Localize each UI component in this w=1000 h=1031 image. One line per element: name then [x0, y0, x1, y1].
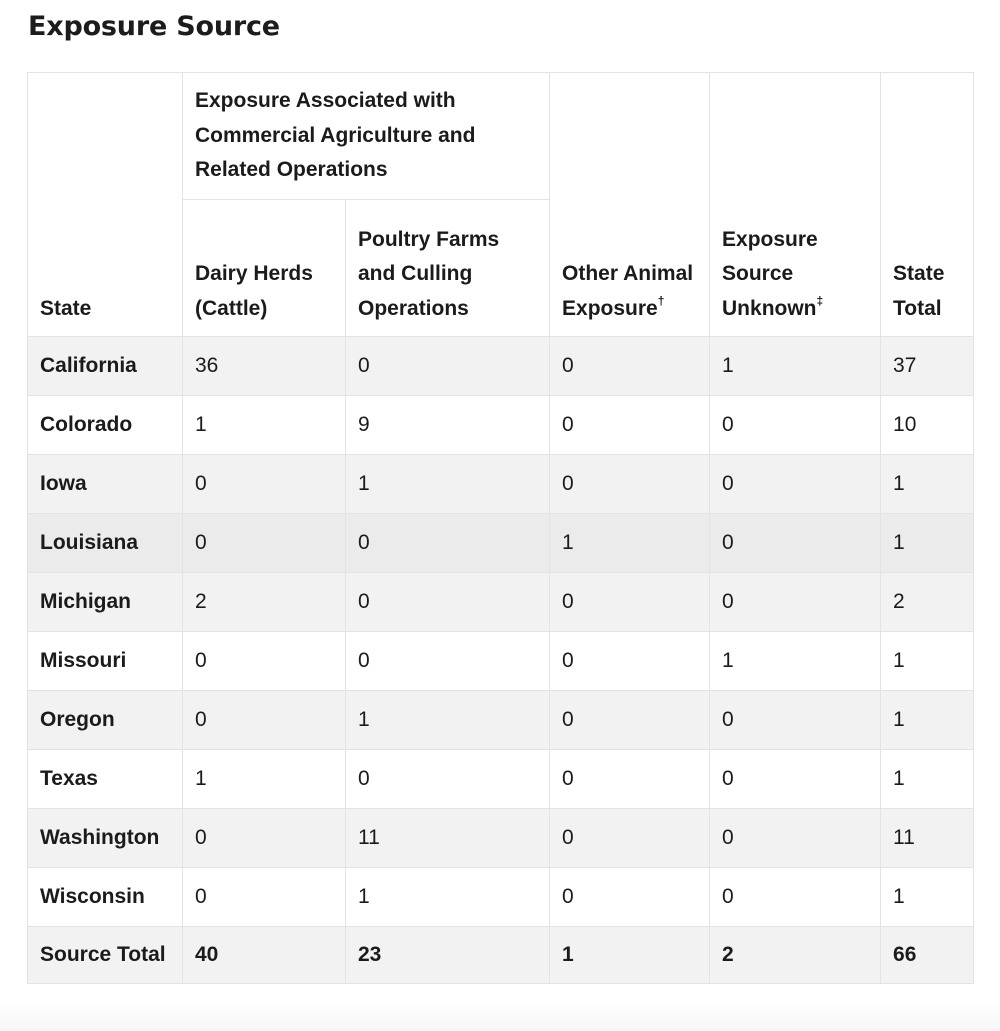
- other-cell: 0: [549, 395, 711, 455]
- header-unknown-label: Exposure Source Unknown: [722, 227, 818, 320]
- state-cell: Colorado: [27, 395, 183, 455]
- dairy-cell: 0: [182, 808, 346, 868]
- poultry-cell: 0: [344, 336, 551, 396]
- poultry-cell: 11: [344, 808, 551, 868]
- source-total-overall: 66: [880, 926, 975, 984]
- footnote-double-dagger-mark: ‡: [816, 293, 824, 308]
- table-footer: Source Total 40 23 1 2 66: [27, 926, 975, 984]
- source-total-row: Source Total 40 23 1 2 66: [27, 926, 975, 984]
- other-cell: 0: [549, 808, 711, 868]
- header-other-label: Other Animal Exposure: [562, 262, 694, 320]
- unknown-cell: 0: [709, 454, 882, 514]
- other-cell: 0: [549, 631, 711, 691]
- table-row: Michigan 2 0 0 0 2: [27, 572, 975, 632]
- total-cell: 1: [880, 513, 975, 573]
- total-cell: 1: [880, 631, 975, 691]
- table-body: California 36 0 0 1 37 Colorado 1 9 0 0 …: [27, 336, 975, 927]
- dairy-cell: 1: [182, 395, 346, 455]
- state-cell: Louisiana: [27, 513, 183, 573]
- state-cell: California: [27, 336, 183, 396]
- dairy-cell: 0: [182, 867, 346, 927]
- unknown-cell: 0: [709, 572, 882, 632]
- other-cell: 1: [549, 513, 711, 573]
- unknown-cell: 0: [709, 690, 882, 750]
- poultry-cell: 1: [344, 690, 551, 750]
- state-cell: Washington: [27, 808, 183, 868]
- other-cell: 0: [549, 749, 711, 809]
- state-cell: Missouri: [27, 631, 183, 691]
- header-group-commercial-agriculture: Exposure Associated with Commercial Agri…: [181, 72, 551, 200]
- table-row: Washington 0 11 0 0 11: [27, 808, 975, 868]
- dairy-cell: 36: [182, 336, 346, 396]
- state-cell: Iowa: [27, 454, 183, 514]
- unknown-cell: 0: [709, 749, 882, 809]
- source-total-dairy: 40: [182, 926, 346, 984]
- poultry-cell: 0: [344, 749, 551, 809]
- poultry-cell: 1: [344, 867, 551, 927]
- state-cell: Texas: [27, 749, 183, 809]
- unknown-cell: 1: [709, 336, 882, 396]
- poultry-cell: 0: [344, 513, 551, 573]
- poultry-cell: 9: [344, 395, 551, 455]
- header-dairy-herds: Dairy Herds (Cattle): [182, 199, 346, 337]
- state-cell: Michigan: [27, 572, 183, 632]
- footnote-dagger-mark: †: [657, 293, 665, 308]
- header-poultry-farms: Poultry Farms and Culling Operations: [344, 199, 551, 337]
- table-header: State Exposure Associated with Commercia…: [27, 72, 975, 337]
- other-cell: 0: [549, 454, 711, 514]
- other-cell: 0: [549, 690, 711, 750]
- unknown-cell: 0: [709, 513, 882, 573]
- dairy-cell: 0: [182, 631, 346, 691]
- total-cell: 37: [880, 336, 975, 396]
- poultry-cell: 1: [344, 454, 551, 514]
- dairy-cell: 0: [182, 690, 346, 750]
- table-row: Wisconsin 0 1 0 0 1: [27, 867, 975, 927]
- source-total-poultry: 23: [344, 926, 551, 984]
- total-cell: 11: [880, 808, 975, 868]
- total-cell: 1: [880, 454, 975, 514]
- table-row: Colorado 1 9 0 0 10: [27, 395, 975, 455]
- unknown-cell: 0: [709, 808, 882, 868]
- total-cell: 2: [880, 572, 975, 632]
- source-total-other: 1: [549, 926, 711, 984]
- source-total-label: Source Total: [27, 926, 183, 984]
- other-cell: 0: [549, 572, 711, 632]
- table-row: Oregon 0 1 0 0 1: [27, 690, 975, 750]
- total-cell: 1: [880, 867, 975, 927]
- dairy-cell: 0: [182, 454, 346, 514]
- poultry-cell: 0: [344, 572, 551, 632]
- state-cell: Wisconsin: [27, 867, 183, 927]
- dairy-cell: 1: [182, 749, 346, 809]
- other-cell: 0: [549, 867, 711, 927]
- page-title: Exposure Source: [28, 11, 280, 42]
- unknown-cell: 1: [709, 631, 882, 691]
- exposure-source-table: State Exposure Associated with Commercia…: [27, 72, 975, 984]
- unknown-cell: 0: [709, 867, 882, 927]
- table-row: California 36 0 0 1 37: [27, 336, 975, 396]
- poultry-cell: 0: [344, 631, 551, 691]
- table-row: Missouri 0 0 0 1 1: [27, 631, 975, 691]
- table-row: Louisiana 0 0 1 0 1: [27, 513, 975, 573]
- total-cell: 10: [880, 395, 975, 455]
- state-cell: Oregon: [27, 690, 183, 750]
- dairy-cell: 2: [182, 572, 346, 632]
- dairy-cell: 0: [182, 513, 346, 573]
- other-cell: 0: [549, 336, 711, 396]
- header-other-animal-exposure: Other Animal Exposure†: [549, 72, 711, 337]
- source-total-unknown: 2: [709, 926, 882, 984]
- total-cell: 1: [880, 749, 975, 809]
- table-row: Iowa 0 1 0 0 1: [27, 454, 975, 514]
- exposure-source-table-container: State Exposure Associated with Commercia…: [27, 72, 975, 984]
- header-exposure-source-unknown: Exposure Source Unknown‡: [709, 72, 882, 337]
- total-cell: 1: [880, 690, 975, 750]
- header-state-total: State Total: [880, 72, 975, 337]
- unknown-cell: 0: [709, 395, 882, 455]
- bottom-page-shade: [0, 1003, 1000, 1031]
- table-row: Texas 1 0 0 0 1: [27, 749, 975, 809]
- header-state: State: [27, 72, 183, 337]
